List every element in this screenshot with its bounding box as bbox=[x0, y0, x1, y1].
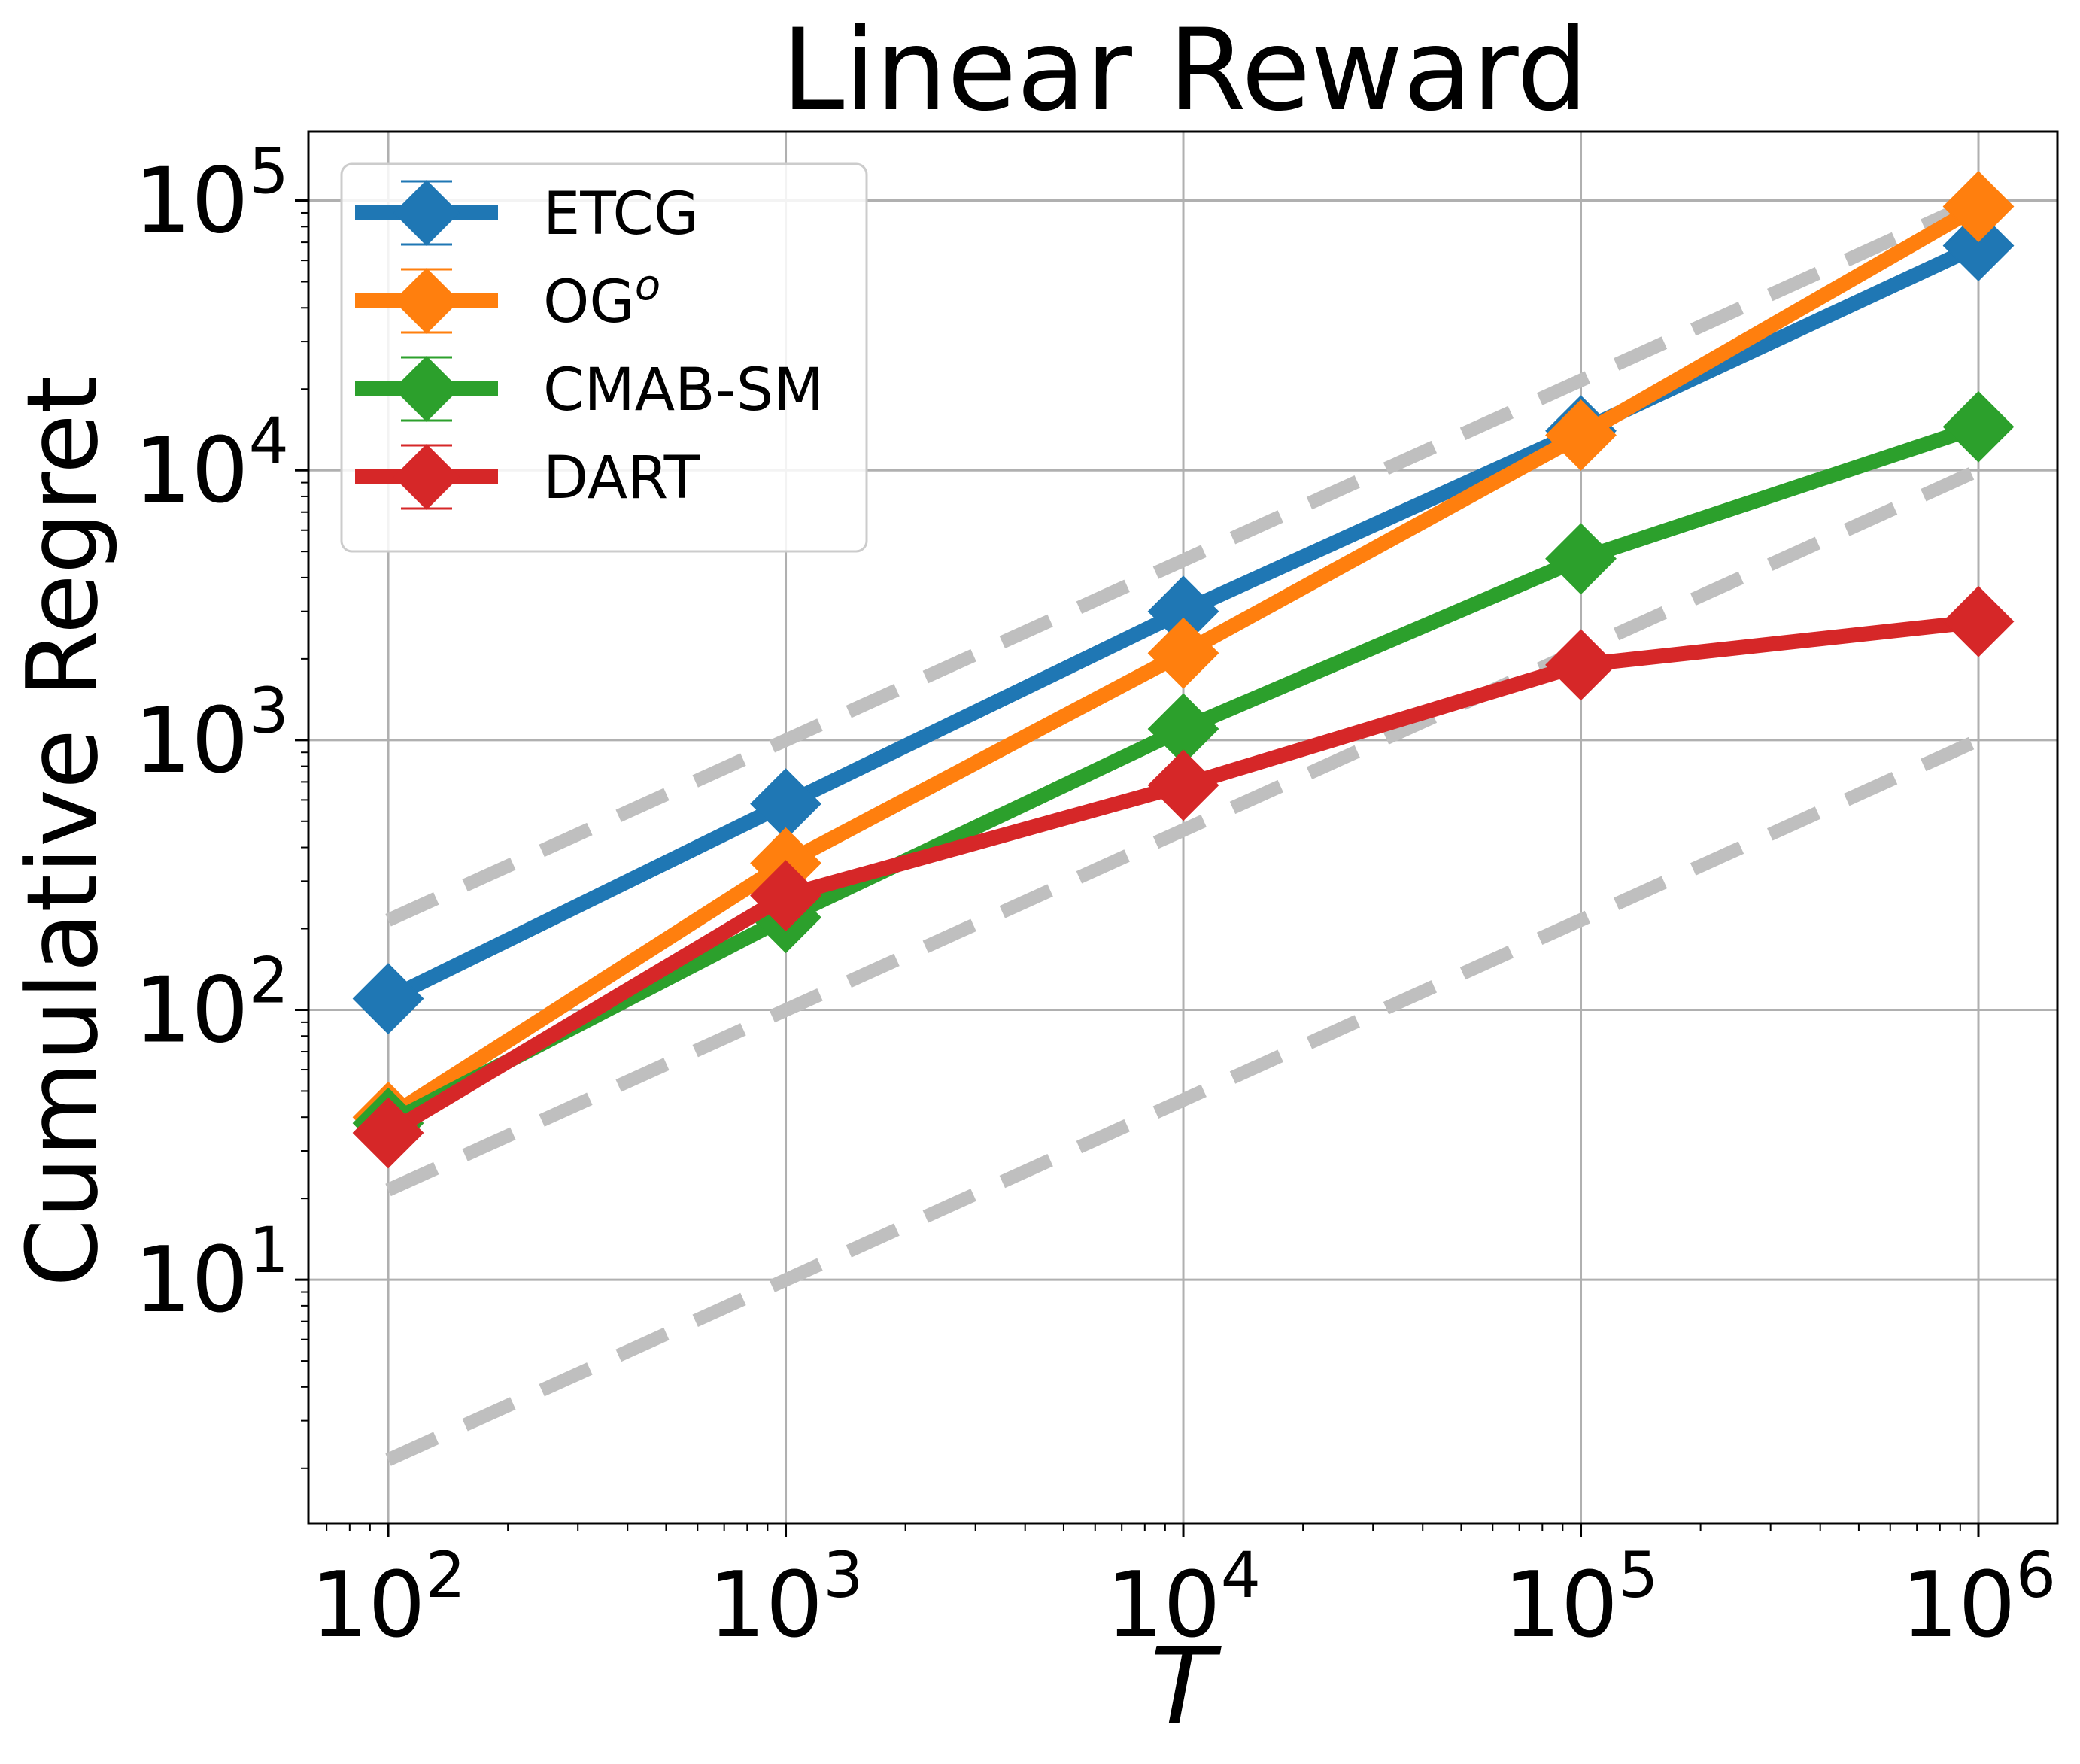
y-tick-label: 102 bbox=[134, 943, 289, 1063]
legend-label: ETCG bbox=[543, 181, 699, 248]
legend-marker bbox=[393, 180, 460, 246]
reference-line bbox=[385, 463, 1981, 1197]
y-tick-label: 103 bbox=[134, 674, 289, 794]
legend-marker bbox=[393, 444, 460, 510]
reference-lines bbox=[385, 194, 1981, 1466]
data-point bbox=[1545, 523, 1617, 595]
legend-marker bbox=[393, 268, 460, 334]
x-tick-label: 106 bbox=[1901, 1538, 2056, 1658]
x-tick-label: 105 bbox=[1503, 1538, 1658, 1658]
y-tick-label: 101 bbox=[134, 1213, 289, 1333]
legend-label: CMAB-SM bbox=[543, 357, 824, 424]
data-point bbox=[1545, 629, 1617, 701]
tick-layer: 102 103 104 105 106 101 102 103 104 105 bbox=[134, 135, 2056, 1658]
legend-label: DART bbox=[543, 445, 700, 512]
reference-line bbox=[385, 194, 1981, 927]
legend-box bbox=[340, 162, 868, 553]
y-tick-label: 105 bbox=[134, 135, 289, 254]
legend-label: OGo bbox=[543, 261, 660, 336]
x-tick-label: 103 bbox=[708, 1538, 863, 1658]
data-point bbox=[1147, 617, 1219, 689]
data-point bbox=[352, 963, 424, 1035]
series-layer bbox=[352, 171, 2015, 1169]
x-tick-label: 102 bbox=[311, 1538, 466, 1658]
data-point bbox=[1942, 585, 2015, 657]
data-point bbox=[352, 1097, 424, 1169]
x-axis-label: T bbox=[1150, 1626, 1222, 1748]
legend: ETCG OGo CMAB-SM DART bbox=[340, 162, 868, 553]
chart-title: Linear Reward bbox=[782, 5, 1589, 136]
data-point bbox=[1545, 399, 1617, 471]
data-point bbox=[1942, 390, 2015, 463]
data-point bbox=[1942, 171, 2015, 242]
data-point bbox=[750, 860, 821, 932]
data-point bbox=[1147, 749, 1219, 821]
reference-line bbox=[385, 733, 1981, 1466]
y-tick-label: 104 bbox=[134, 404, 289, 524]
data-point bbox=[1942, 210, 2015, 282]
legend-marker bbox=[393, 356, 460, 422]
y-axis-label: Cumulative Regret bbox=[5, 375, 120, 1287]
x-tick-label: 104 bbox=[1106, 1538, 1261, 1658]
